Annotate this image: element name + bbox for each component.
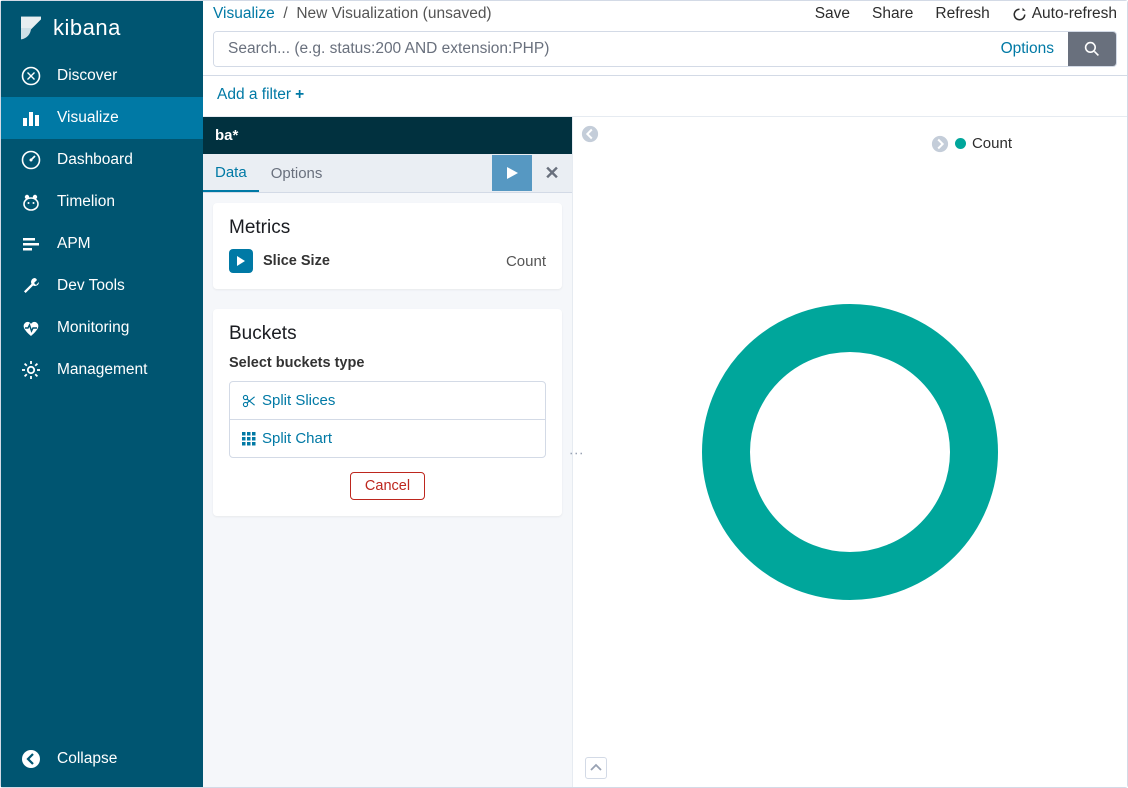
metrics-title: Metrics (229, 217, 546, 239)
visualization-area: ⋮ Count (573, 117, 1127, 787)
metric-value: Count (506, 253, 546, 270)
close-icon: ✕ (544, 163, 559, 184)
buckets-subtitle: Select buckets type (229, 355, 546, 371)
sidebar-item-label: Management (57, 361, 147, 379)
wrench-icon (21, 276, 41, 296)
share-button[interactable]: Share (872, 5, 913, 23)
metrics-panel: Metrics Slice Size Count (213, 203, 562, 289)
scroll-to-top-button[interactable] (585, 757, 607, 779)
bucket-option-split-slices[interactable]: Split Slices (230, 382, 545, 419)
sidebar-item-label: Visualize (57, 109, 119, 127)
kibana-logo-icon (21, 18, 41, 38)
bucket-option-split-chart[interactable]: Split Chart (230, 419, 545, 457)
save-button[interactable]: Save (815, 5, 850, 23)
scissors-icon (242, 394, 256, 408)
sidebar-item-label: Timelion (57, 193, 115, 211)
editor-panel: ba* Data Options ✕ Metrics Slice Size Co… (203, 117, 573, 787)
gear-icon (21, 360, 41, 380)
donut-chart (573, 117, 1127, 787)
sidebar-item-timelion[interactable]: Timelion (1, 181, 203, 223)
bar-chart-icon (21, 108, 41, 128)
bucket-option-label: Split Chart (262, 430, 332, 447)
tab-data[interactable]: Data (203, 154, 259, 192)
buckets-list: Split Slices Split Chart (229, 381, 546, 458)
sidebar-item-discover[interactable]: Discover (1, 55, 203, 97)
sidebar-item-dashboard[interactable]: Dashboard (1, 139, 203, 181)
breadcrumb-root[interactable]: Visualize (213, 5, 275, 22)
chevron-left-circle-icon (21, 749, 41, 769)
editor-tabs: Data Options ✕ (203, 154, 572, 193)
sidebar-item-apm[interactable]: APM (1, 223, 203, 265)
autorefresh-button[interactable]: Auto-refresh (1012, 5, 1117, 23)
brand-name: kibana (53, 15, 121, 41)
search-options-button[interactable]: Options (987, 32, 1068, 66)
refresh-button[interactable]: Refresh (935, 5, 989, 23)
donut-svg (700, 302, 1000, 602)
bodysplit: ba* Data Options ✕ Metrics Slice Size Co… (203, 117, 1127, 787)
sidebar-item-label: Discover (57, 67, 117, 85)
sidebar-item-label: APM (57, 235, 91, 253)
sidebar-nav: Discover Visualize Dashboard Timelion AP… (1, 55, 203, 735)
cancel-button[interactable]: Cancel (350, 472, 425, 500)
filterbar: Add a filter + (203, 76, 1127, 117)
plus-icon: + (295, 86, 304, 104)
breadcrumb-sep: / (279, 5, 296, 22)
refresh-icon (1012, 7, 1027, 22)
sidebar-item-management[interactable]: Management (1, 349, 203, 391)
play-icon (505, 166, 519, 180)
topbar: Visualize / New Visualization (unsaved) … (203, 1, 1127, 76)
collapse-label: Collapse (57, 750, 117, 768)
add-filter-button[interactable]: Add a filter + (217, 86, 304, 104)
grid-icon (242, 432, 256, 446)
add-filter-label: Add a filter (217, 86, 291, 104)
apply-changes-button[interactable] (492, 155, 532, 191)
search-submit-button[interactable] (1068, 32, 1116, 66)
search-icon (1084, 41, 1100, 57)
compass-icon (21, 66, 41, 86)
timelion-icon (21, 192, 41, 212)
buckets-title: Buckets (229, 323, 546, 345)
sidebar: kibana Discover Visualize Dashboard Time… (1, 1, 203, 787)
discard-changes-button[interactable]: ✕ (532, 155, 572, 191)
autorefresh-label: Auto-refresh (1032, 5, 1117, 23)
index-pattern-header[interactable]: ba* (203, 117, 572, 154)
chevron-up-icon (590, 762, 602, 774)
bucket-option-label: Split Slices (262, 392, 335, 409)
tab-options[interactable]: Options (259, 155, 335, 191)
apm-icon (21, 234, 41, 254)
search-input[interactable] (214, 32, 987, 66)
sidebar-item-label: Monitoring (57, 319, 129, 337)
main: Visualize / New Visualization (unsaved) … (203, 1, 1127, 787)
breadcrumb: Visualize / New Visualization (unsaved) (213, 5, 492, 23)
topline: Visualize / New Visualization (unsaved) … (203, 1, 1127, 27)
breadcrumb-current: New Visualization (unsaved) (296, 5, 491, 22)
gauge-icon (21, 150, 41, 170)
buckets-panel: Buckets Select buckets type Split Slices… (213, 309, 562, 516)
sidebar-item-monitoring[interactable]: Monitoring (1, 307, 203, 349)
sidebar-collapse-button[interactable]: Collapse (1, 735, 203, 787)
searchbar: Options (213, 31, 1117, 67)
sidebar-item-label: Dashboard (57, 151, 133, 169)
sidebar-item-label: Dev Tools (57, 277, 125, 295)
sidebar-item-devtools[interactable]: Dev Tools (1, 265, 203, 307)
brand: kibana (1, 1, 203, 55)
metric-toggle-icon (229, 249, 253, 273)
heartbeat-icon (21, 318, 41, 338)
metric-row[interactable]: Slice Size Count (229, 249, 546, 273)
top-actions: Save Share Refresh Auto-refresh (815, 5, 1117, 23)
metric-label: Slice Size (263, 253, 330, 269)
sidebar-item-visualize[interactable]: Visualize (1, 97, 203, 139)
